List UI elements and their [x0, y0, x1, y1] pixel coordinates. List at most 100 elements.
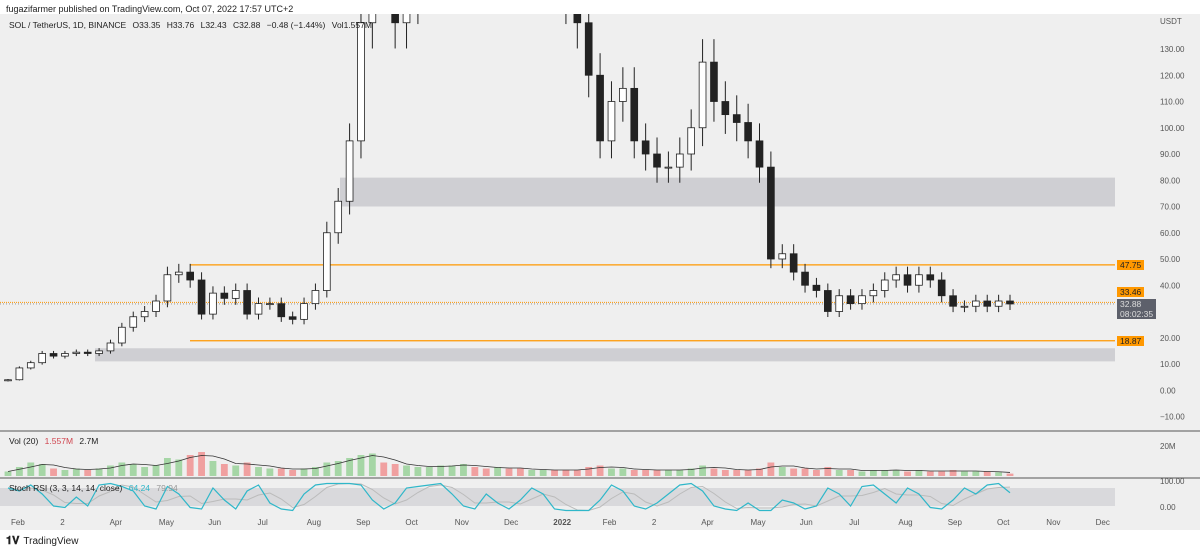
x-tick-label: Aug: [307, 518, 321, 527]
volume-bar: [756, 468, 763, 476]
candle-body: [38, 353, 46, 364]
volume-bar: [642, 470, 650, 476]
last-price-label: 32.88 08:02:35: [1117, 299, 1157, 319]
volume-bar: [61, 470, 69, 476]
candle-body: [937, 279, 946, 297]
volume-bar: [847, 470, 855, 476]
volume-bar: [95, 468, 103, 476]
candle-body: [140, 311, 149, 318]
candle-body: [345, 140, 354, 202]
volume-bar: [676, 470, 684, 476]
y-tick-label: 60.00: [1160, 229, 1181, 238]
volume-bar: [710, 468, 718, 476]
candle-body: [801, 271, 809, 286]
candle-body: [880, 279, 889, 291]
candle-body: [630, 87, 639, 142]
candle-body: [675, 153, 684, 168]
volume-bar: [107, 465, 114, 476]
volume-bar: [425, 467, 433, 476]
x-tick-label: 2: [60, 518, 65, 527]
candle-body: [983, 300, 992, 307]
candle-body: [311, 290, 320, 305]
rsi-label: Stoch RSI (3, 3, 14, 14, close): [9, 483, 123, 493]
brand-name: TradingView: [23, 536, 79, 547]
candle-body: [391, 14, 399, 24]
x-tick-label: Feb: [603, 518, 617, 527]
ohlc-high: H33.76: [166, 20, 195, 30]
candle-body: [334, 200, 343, 234]
candle-body: [778, 253, 787, 260]
volume-bar: [84, 470, 92, 476]
candle-body: [357, 22, 365, 142]
volume-bar: [1006, 473, 1014, 476]
tradingview-logo-icon: 𝟏𝐕: [6, 535, 20, 547]
volume-bar: [152, 465, 160, 476]
candle-body: [186, 271, 194, 281]
volume-bar: [744, 470, 752, 476]
volume-bar: [961, 471, 968, 476]
candle-body: [721, 101, 730, 116]
candle-body: [231, 290, 240, 299]
volume-bar: [585, 467, 593, 476]
tradingview-footer: 𝟏𝐕 TradingView: [6, 535, 78, 548]
volume-bar: [471, 467, 479, 476]
volume-bar: [346, 458, 354, 476]
candle-body: [664, 166, 673, 169]
ohlc-open: O33.35: [132, 20, 161, 30]
candle-body: [994, 300, 1003, 307]
volume-bar: [220, 464, 228, 476]
x-tick-label: Nov: [455, 518, 469, 527]
candle-body: [915, 274, 923, 286]
y-tick-label: 0.00: [1160, 386, 1176, 395]
candle-body: [277, 303, 286, 318]
x-tick-label: Apr: [110, 518, 123, 527]
x-tick-label: May: [751, 518, 766, 527]
candle-body: [835, 295, 844, 312]
volume-bar: [619, 468, 627, 476]
candle-body: [858, 295, 866, 305]
volume-bar: [949, 470, 957, 476]
volume-bar: [687, 468, 695, 476]
volume-bar: [858, 471, 866, 476]
candle-body: [767, 166, 775, 260]
rsi-k: 64.24: [128, 483, 151, 493]
candle-body: [83, 351, 92, 354]
x-tick-label: Feb: [11, 518, 25, 527]
volume-legend: Vol (20) 1.557M 2.7M: [9, 436, 102, 446]
volume-bar: [972, 471, 980, 476]
candle-body: [4, 379, 12, 382]
candle-body: [368, 14, 377, 24]
candle-body: [61, 353, 69, 357]
volume-bar: [562, 470, 570, 476]
volume-bar: [938, 471, 946, 476]
support-resistance-zone: [340, 177, 1115, 207]
x-tick-label: Apr: [701, 518, 714, 527]
volume-bar: [608, 468, 615, 476]
volume-bar: [790, 468, 798, 476]
volume-bar: [813, 470, 820, 476]
volume-bar: [516, 468, 524, 476]
volume-bar: [403, 465, 410, 476]
candle-body: [209, 292, 217, 315]
volume-bar: [141, 467, 149, 476]
volume-bar: [630, 470, 638, 476]
change: −0.48 (−1.44%): [266, 20, 326, 30]
volume-bar: [482, 468, 490, 476]
candle-body: [903, 274, 912, 286]
x-tick-label: May: [159, 518, 174, 527]
candle-body: [926, 274, 935, 281]
volume-bar: [163, 458, 171, 476]
volume-bar: [460, 464, 467, 476]
candle-body: [254, 303, 263, 315]
support-price-label: 18.87: [1117, 336, 1145, 346]
y-tick-label: 110.00: [1160, 98, 1184, 107]
x-tick-label: Aug: [898, 518, 912, 527]
volume-bar: [835, 470, 843, 476]
y-tick-label: 0.00: [1160, 503, 1176, 512]
volume-bar: [881, 470, 889, 476]
candle-body: [789, 253, 798, 273]
volume-bar: [15, 467, 23, 476]
ohlc-close: C32.88: [232, 20, 261, 30]
volume-bar: [186, 455, 194, 476]
